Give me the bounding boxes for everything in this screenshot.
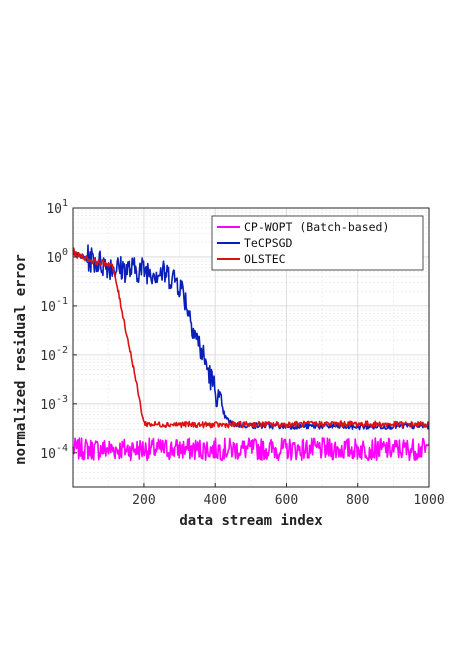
x-tick-label: 600 (275, 493, 298, 508)
legend-label: OLSTEC (244, 252, 286, 266)
plot-frame (72, 207, 430, 488)
legend: CP-WOPT (Batch-based) TeCPSGD OLSTEC (211, 215, 424, 271)
y-tick-label: 10-1 (40, 296, 68, 315)
legend-label: TeCPSGD (244, 236, 293, 250)
x-tick-label: 1000 (413, 493, 444, 508)
x-axis-label: data stream index (179, 513, 323, 529)
series-line-0 (72, 437, 430, 462)
y-axis-ticks: 10-4 10-3 10-2 10-1 100 101 (40, 198, 77, 462)
y-tick-label: 10-4 (40, 443, 68, 462)
legend-box (211, 215, 424, 271)
y-tick-label: 10-2 (40, 345, 68, 364)
x-tick-label: 800 (346, 493, 369, 508)
legend-label: CP-WOPT (Batch-based) (244, 220, 389, 234)
y-tick-label: 101 (46, 198, 68, 217)
y-tick-label: 100 (46, 247, 68, 266)
x-tick-label: 400 (203, 493, 226, 508)
y-axis-label: normalized residual error (13, 254, 29, 465)
y-tick-label: 10-3 (40, 394, 68, 413)
x-axis-ticks: 200 400 600 800 1000 (132, 483, 445, 508)
series-line-2 (72, 247, 430, 429)
series-layer (72, 244, 430, 462)
x-tick-label: 200 (132, 493, 155, 508)
